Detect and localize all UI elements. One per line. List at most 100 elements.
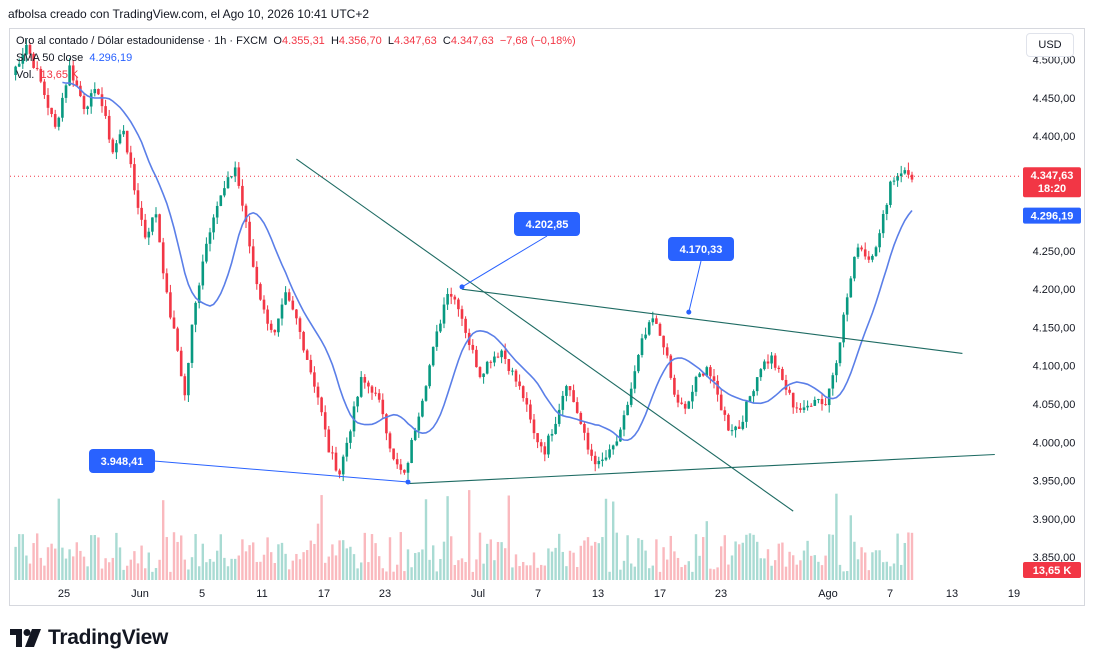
- volume-bar: [525, 565, 528, 580]
- legend-volume-row[interactable]: Vol. 13,65 K: [16, 69, 78, 81]
- volume-bar: [590, 545, 593, 580]
- candle: [395, 459, 399, 465]
- candle: [716, 380, 719, 395]
- candle: [158, 214, 161, 243]
- volume-bar: [572, 552, 575, 580]
- volume-bar: [291, 560, 294, 580]
- candle: [104, 106, 107, 116]
- candle: [165, 273, 169, 293]
- volume-bar: [734, 541, 737, 580]
- candle: [284, 292, 287, 305]
- volume-bar: [234, 558, 237, 580]
- volume-bar: [500, 542, 503, 580]
- volume-bar: [284, 553, 287, 580]
- volume-bar: [680, 567, 683, 580]
- candle: [665, 347, 669, 356]
- volume-bar: [388, 537, 392, 580]
- candle: [410, 439, 413, 464]
- volume-bar: [61, 547, 64, 580]
- volume-bar: [421, 549, 424, 580]
- candle: [633, 371, 637, 389]
- candle: [316, 386, 320, 398]
- candle: [208, 232, 212, 244]
- x-tick-label: 7: [887, 588, 893, 600]
- tradingview-logo[interactable]: TradingView: [10, 626, 168, 650]
- candle: [910, 174, 914, 180]
- volume-bar: [630, 563, 633, 580]
- volume-bar: [223, 557, 226, 580]
- volume-bar: [666, 559, 669, 580]
- volume-bar: [522, 561, 525, 580]
- legend-symbol-row: Oro al contado / Dólar estadounidense · …: [16, 35, 576, 47]
- volume-bar: [612, 501, 615, 580]
- volume-bar: [536, 567, 539, 580]
- candle: [320, 397, 323, 413]
- candle: [413, 430, 417, 440]
- volume-bar: [464, 562, 467, 580]
- volume-bar: [633, 566, 636, 580]
- currency-button[interactable]: USD: [1026, 33, 1074, 57]
- candle: [446, 293, 449, 305]
- volume-bar: [230, 558, 233, 580]
- candle: [273, 329, 277, 333]
- legend-sma-row[interactable]: SMA 50 close 4.296,19: [16, 52, 132, 64]
- volume-bar: [75, 542, 78, 580]
- volume-bar: [370, 534, 374, 580]
- candle: [557, 409, 561, 424]
- candle: [61, 97, 64, 118]
- volume-bar: [738, 544, 741, 580]
- volume-bar: [356, 568, 359, 580]
- candle: [334, 452, 338, 471]
- candle: [341, 456, 345, 475]
- candle: [507, 358, 511, 371]
- volume-bar: [252, 542, 255, 580]
- volume-bar: [39, 557, 42, 580]
- volume-bar: [662, 547, 665, 580]
- volume-bar: [655, 539, 658, 580]
- volume-bar: [781, 542, 784, 580]
- volume-bar: [248, 545, 251, 580]
- close-label: C: [442, 35, 451, 47]
- candle: [590, 449, 593, 456]
- low-label: L: [387, 35, 394, 47]
- volume-bar: [496, 541, 500, 580]
- candle: [471, 344, 475, 350]
- candle: [93, 89, 97, 94]
- volume-bar: [766, 549, 770, 580]
- volume-bar: [255, 561, 258, 580]
- volume-bar: [241, 539, 244, 580]
- candle: [442, 304, 446, 324]
- open-value: 4.355,31: [281, 35, 325, 47]
- candle: [683, 403, 687, 409]
- candle: [871, 255, 874, 260]
- candles: [14, 39, 914, 482]
- candle: [172, 317, 176, 329]
- volume-bar: [489, 539, 492, 580]
- candle: [107, 115, 111, 140]
- volume-bar: [259, 561, 262, 580]
- candle: [154, 214, 158, 218]
- volume-bar: [417, 552, 420, 580]
- volume-bar: [532, 552, 536, 580]
- candle: [248, 221, 251, 247]
- volume-bar: [864, 552, 867, 580]
- symbol-name[interactable]: Oro al contado / Dólar estadounidense · …: [16, 35, 268, 47]
- volume-bar: [414, 553, 417, 580]
- candle: [845, 297, 849, 315]
- candle: [863, 249, 867, 257]
- trendlines: [296, 158, 995, 512]
- volume-bar: [507, 495, 510, 580]
- candle: [651, 318, 655, 323]
- candle: [453, 296, 457, 300]
- volume-bar: [892, 563, 896, 580]
- volume-bar: [288, 569, 291, 580]
- volume-bar: [205, 562, 208, 580]
- candle: [219, 195, 223, 206]
- volume-bar: [900, 564, 903, 580]
- volume-bar: [64, 558, 68, 580]
- volume-bar: [374, 543, 377, 580]
- candle: [100, 94, 104, 107]
- trendline: [461, 288, 963, 355]
- candle: [759, 369, 763, 378]
